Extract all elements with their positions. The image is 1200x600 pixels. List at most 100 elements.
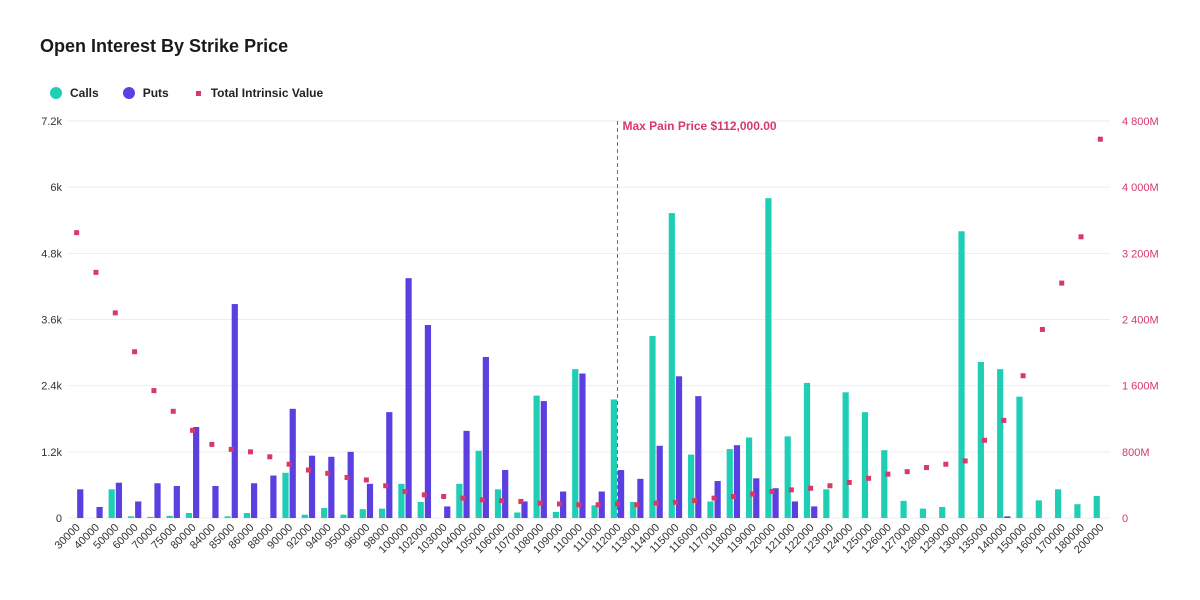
puts-bar	[772, 488, 779, 518]
intrinsic-value-point	[132, 349, 138, 355]
puts-bar	[811, 506, 818, 518]
intrinsic-value-point	[421, 492, 427, 498]
puts-bar	[328, 456, 335, 518]
legend-item-puts[interactable]: Puts	[122, 86, 169, 100]
puts-bar	[482, 356, 489, 518]
puts-bar	[502, 470, 509, 518]
intrinsic-value-point	[363, 477, 369, 483]
calls-bar	[572, 369, 579, 518]
legend-tiv-marker	[195, 90, 201, 96]
intrinsic-value-point	[190, 427, 196, 433]
calls-bar	[649, 336, 656, 518]
calls-bar	[803, 382, 811, 518]
intrinsic-value-point	[325, 470, 331, 476]
intrinsic-value-point	[904, 469, 910, 475]
intrinsic-value-point	[460, 495, 466, 501]
intrinsic-value-point	[692, 498, 698, 504]
max-pain-label: Max Pain Price $112,000.00	[622, 119, 776, 133]
intrinsic-value-point	[672, 499, 678, 505]
legend-item-calls[interactable]: Calls	[50, 86, 99, 100]
intrinsic-value-point	[924, 465, 930, 471]
calls-bar	[533, 395, 540, 518]
intrinsic-value-point	[112, 310, 118, 316]
y-tick-label: 6k	[50, 182, 62, 194]
intrinsic-value-point	[769, 489, 775, 495]
calls-bar	[610, 399, 617, 518]
puts-bar	[231, 304, 238, 518]
intrinsic-value-point	[962, 458, 968, 464]
puts-bar	[753, 478, 760, 518]
intrinsic-value-point	[614, 501, 620, 507]
intrinsic-value-point	[170, 408, 176, 414]
intrinsic-value-point	[228, 446, 234, 452]
intrinsic-value-point	[557, 501, 563, 507]
calls-bar	[707, 501, 714, 518]
intrinsic-value-point	[808, 485, 814, 491]
puts-bar	[77, 489, 84, 518]
puts-bar	[617, 470, 625, 518]
calls-bar	[185, 513, 193, 518]
intrinsic-value-point	[943, 461, 949, 467]
calls-bar	[475, 450, 482, 518]
intrinsic-value-point	[885, 471, 891, 477]
calls-bar	[1035, 500, 1042, 518]
calls-bar	[881, 450, 888, 518]
intrinsic-value-point	[1078, 234, 1084, 240]
y-axis-left-ticks: 0 1.2k 2.4k 3.6k 4.8k 6k 7.2k	[41, 116, 62, 525]
intrinsic-value-point	[305, 467, 311, 473]
calls-bar	[456, 483, 463, 518]
intrinsic-value-point	[267, 454, 273, 460]
puts-bar	[714, 481, 721, 518]
calls-bar	[514, 512, 521, 518]
y-axis-right-ticks: 0 800M 1 600M 2 400M 3 200M 4 000M 4 800M	[1122, 116, 1159, 525]
puts-bar	[424, 325, 432, 518]
intrinsic-value-point	[247, 449, 253, 455]
puts-bar	[366, 483, 374, 518]
calls-bar	[359, 509, 366, 518]
intrinsic-value-point	[846, 479, 852, 485]
intrinsic-value-point	[1097, 136, 1103, 142]
puts-bar	[791, 501, 799, 518]
calls-bar	[784, 436, 791, 518]
intrinsic-value-point	[93, 269, 99, 275]
intrinsic-value-point	[1020, 373, 1026, 379]
intrinsic-value-point	[576, 502, 582, 508]
legend-item-tiv[interactable]: Total Intrinsic Value	[193, 86, 323, 100]
intrinsic-value-point	[1059, 280, 1065, 286]
intrinsic-value-point	[1039, 326, 1045, 332]
intrinsic-value-point	[499, 498, 505, 504]
intrinsic-value-point	[827, 483, 833, 489]
legend-calls-marker	[50, 87, 62, 99]
intrinsic-value-point	[74, 230, 80, 236]
puts-bar	[540, 401, 547, 518]
puts-bar	[347, 451, 354, 518]
puts-bar	[521, 501, 528, 518]
y2-tick-label: 4 000M	[1122, 182, 1159, 194]
intrinsic-value-point	[981, 437, 987, 443]
calls-bar	[668, 213, 675, 518]
calls-bar	[301, 514, 308, 518]
calls-bar	[108, 489, 115, 518]
intrinsic-value-point	[209, 441, 215, 447]
intrinsic-value-point	[866, 475, 872, 481]
calls-bar	[997, 369, 1004, 518]
puts-bar	[193, 427, 200, 518]
calls-bar	[552, 511, 560, 518]
calls-bar	[340, 514, 347, 518]
calls-bar	[1074, 504, 1081, 518]
intrinsic-value-point	[479, 497, 485, 503]
puts-bar	[308, 455, 316, 518]
y2-tick-label: 800M	[1122, 447, 1150, 459]
y2-tick-label: 0	[1122, 513, 1128, 525]
intrinsic-value-point	[1001, 417, 1007, 423]
calls-bar	[842, 392, 849, 518]
y2-tick-label: 2 400M	[1122, 315, 1159, 327]
calls-bar	[1016, 396, 1023, 518]
intrinsic-value-point	[653, 500, 659, 506]
puts-bar	[289, 408, 296, 518]
puts-bar	[135, 501, 142, 518]
x-axis-ticks: 3000040000500006000070000750008000084000…	[53, 522, 1107, 556]
puts-bar	[270, 475, 277, 518]
intrinsic-value-point	[711, 495, 717, 501]
